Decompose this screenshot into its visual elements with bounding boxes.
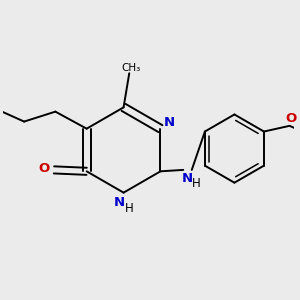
- Text: N: N: [114, 196, 125, 209]
- Text: H: H: [192, 177, 200, 190]
- Text: H: H: [125, 202, 134, 215]
- Text: CH₃: CH₃: [121, 63, 140, 73]
- Text: O: O: [285, 112, 297, 125]
- Text: N: N: [164, 116, 175, 130]
- Text: O: O: [38, 162, 50, 175]
- Text: N: N: [182, 172, 193, 185]
